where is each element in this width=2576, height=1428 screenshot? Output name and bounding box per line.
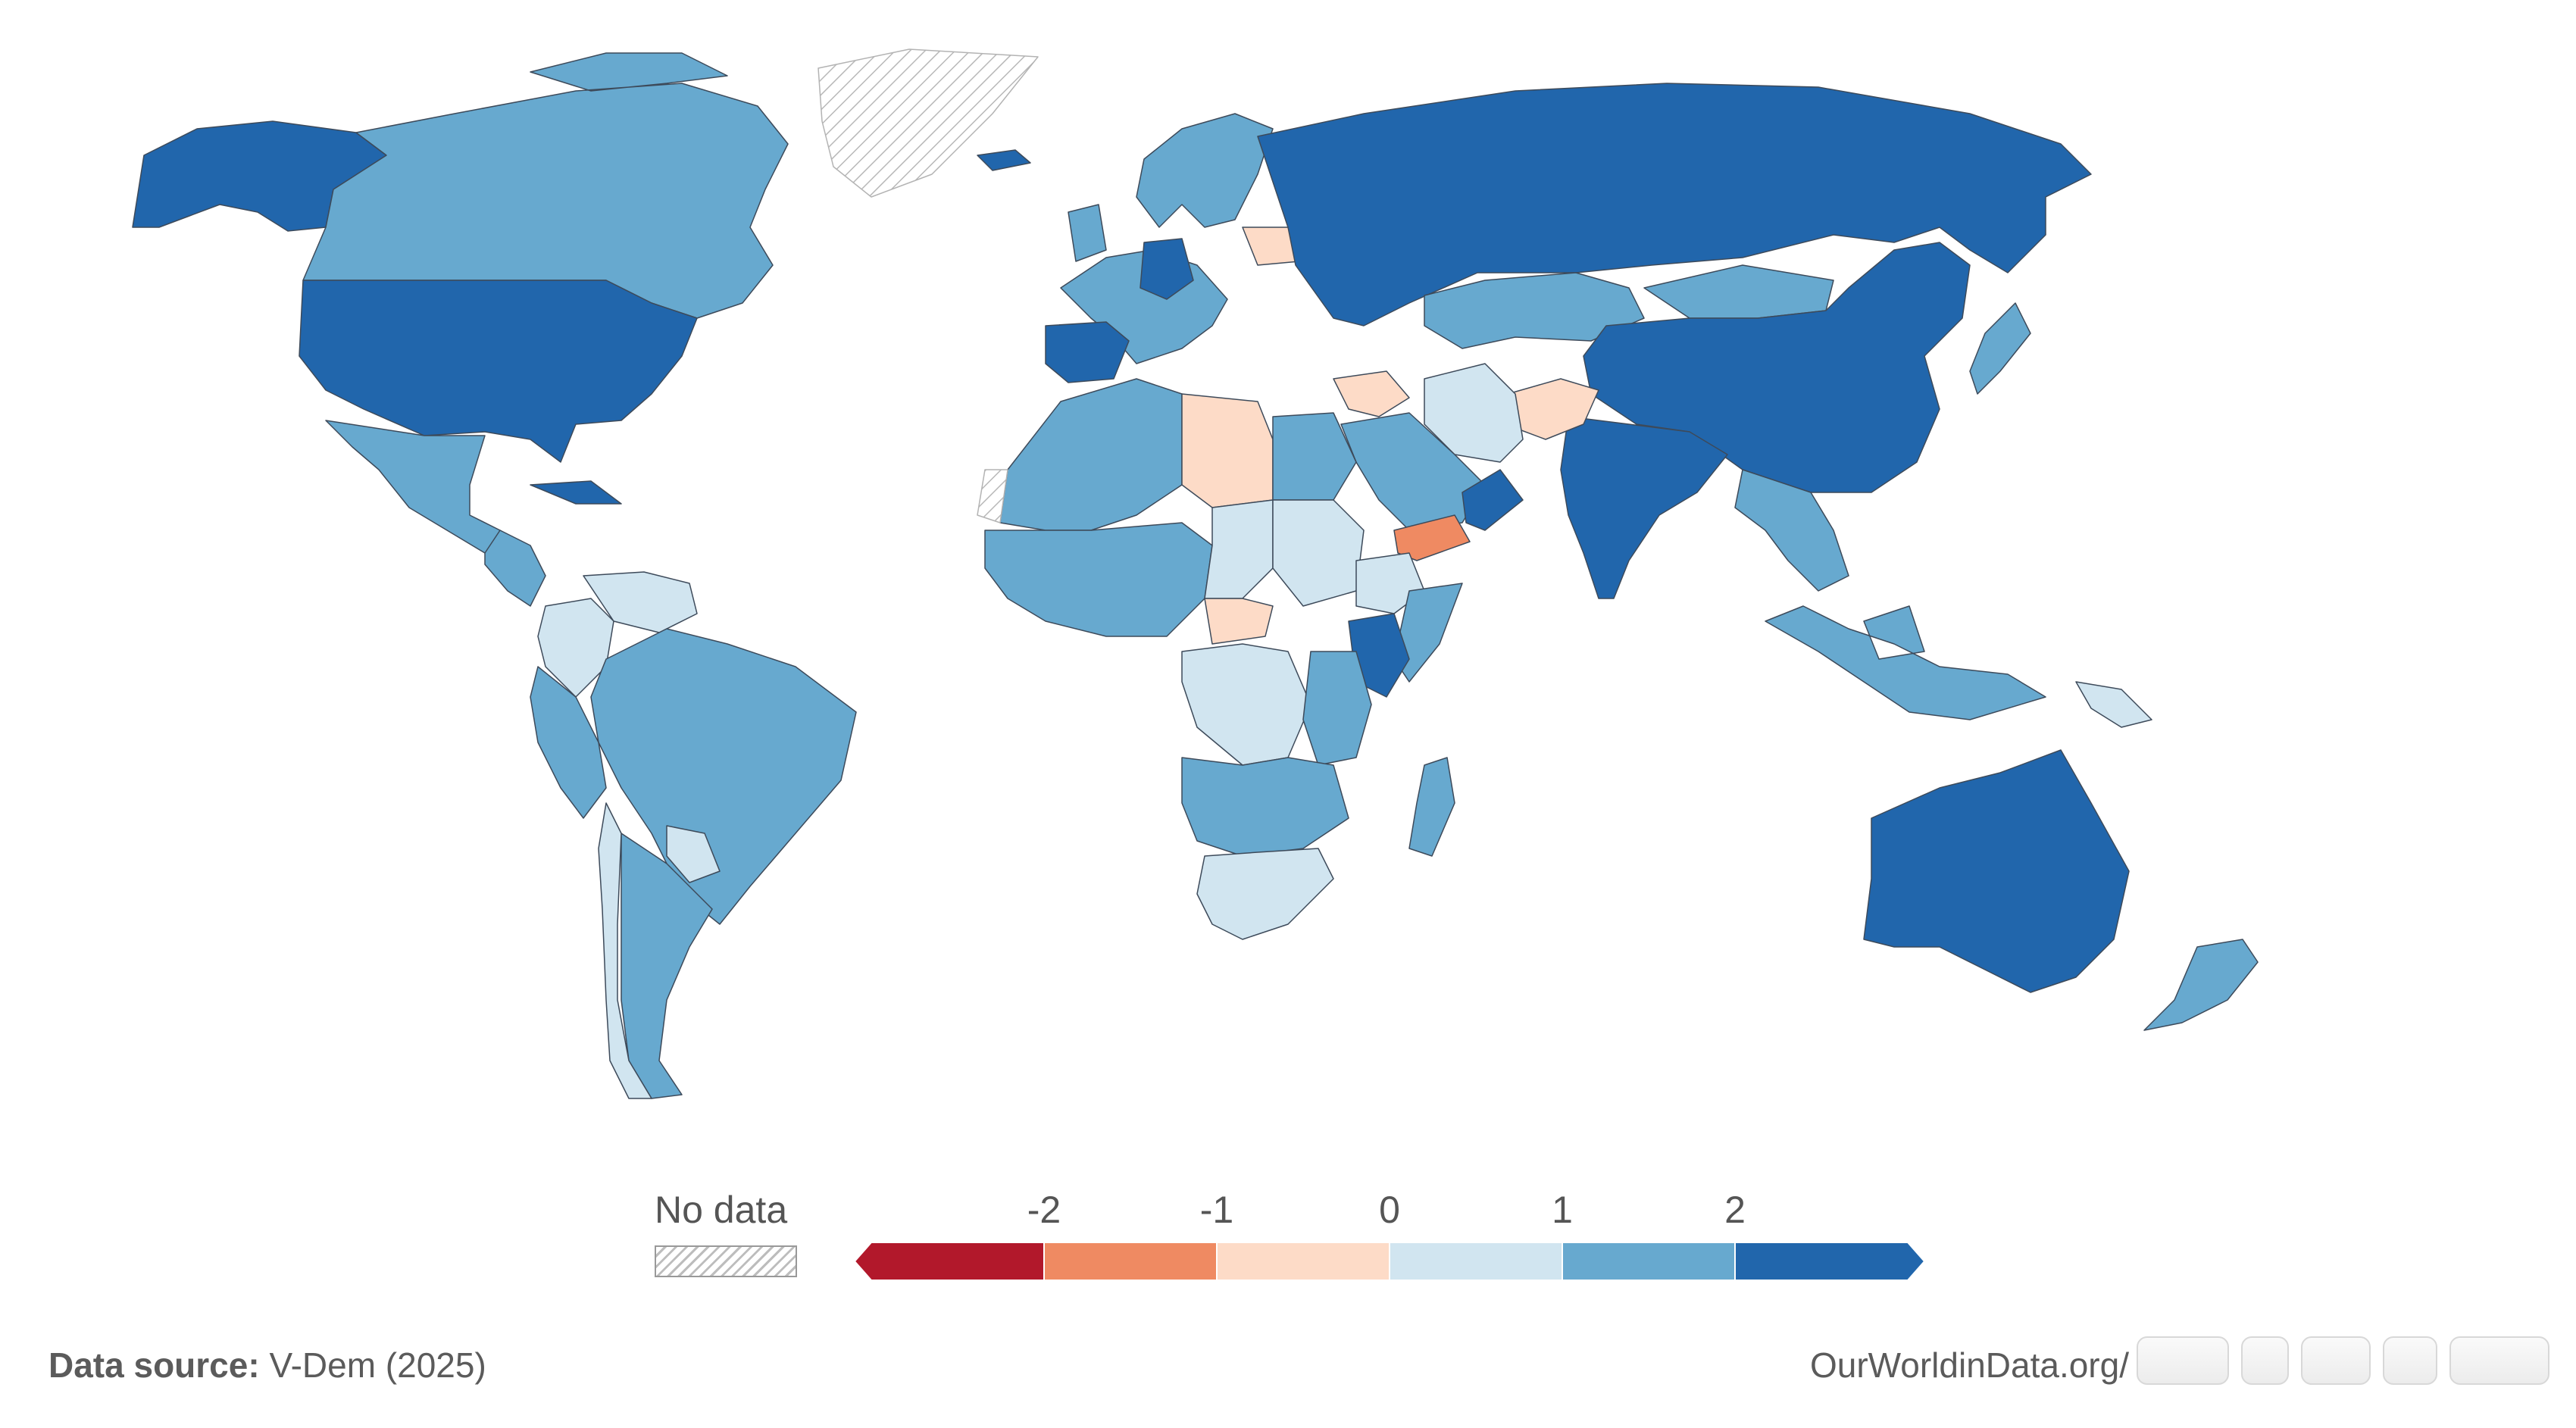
legend-tick-label: -1 bbox=[1199, 1189, 1234, 1231]
country-cuba[interactable]: Cuba bbox=[530, 480, 622, 505]
country-north-america-west[interactable]: North America west bbox=[132, 120, 387, 232]
toolbar-button[interactable] bbox=[2300, 1336, 2371, 1385]
country-new-zealand[interactable]: New Zealand bbox=[2143, 939, 2259, 1031]
country-madagascar[interactable]: Madagascar bbox=[1408, 757, 1455, 857]
country-central-african-republic[interactable]: Central African Republic bbox=[1204, 598, 1274, 645]
country-dr-congo[interactable]: DR Congo bbox=[1181, 643, 1311, 766]
country-paraguay[interactable]: Paraguay bbox=[666, 825, 721, 883]
country-north-africa[interactable]: North Africa bbox=[999, 378, 1183, 531]
country-western-sahara[interactable]: Western Sahara bbox=[977, 469, 1008, 523]
country-papua-new-guinea[interactable]: Papua New Guinea bbox=[2075, 681, 2152, 728]
country-australia[interactable]: Australia bbox=[1863, 749, 2130, 993]
country-china[interactable]: China bbox=[1583, 242, 1971, 493]
toolbar-button[interactable] bbox=[2449, 1336, 2549, 1385]
country-iran[interactable]: Iran bbox=[1424, 363, 1524, 463]
legend-bin-3[interactable] bbox=[1389, 1242, 1563, 1280]
country-russia[interactable]: Russia bbox=[1257, 83, 2092, 327]
country-west-africa[interactable]: West Africa bbox=[984, 522, 1213, 637]
country-south-africa[interactable]: South Africa bbox=[1196, 848, 1334, 940]
legend-tick-label: 0 bbox=[1379, 1189, 1400, 1231]
legend-tick-label: -2 bbox=[1027, 1189, 1061, 1231]
country-united-states[interactable]: United States bbox=[299, 280, 698, 463]
legend-tick-label: 1 bbox=[1552, 1189, 1573, 1231]
data-source-note: Data source: V-Dem (2025) bbox=[48, 1345, 486, 1386]
country-oman[interactable]: Oman bbox=[1462, 469, 1524, 531]
country-sudan[interactable]: Sudan bbox=[1272, 499, 1365, 607]
data-source-value: V-Dem (2025) bbox=[269, 1345, 486, 1385]
country-mongolia[interactable]: Mongolia bbox=[1643, 264, 1834, 319]
country-chile[interactable]: Chile bbox=[598, 802, 652, 1099]
country-egypt[interactable]: Egypt bbox=[1272, 412, 1357, 501]
country-indonesia[interactable]: Indonesia bbox=[1765, 605, 2046, 720]
country-libya[interactable]: Libya bbox=[1181, 393, 1274, 508]
legend-bin-1[interactable] bbox=[1043, 1242, 1218, 1280]
country-southeast-asia[interactable]: Southeast Asia bbox=[1734, 469, 1849, 592]
country-yemen[interactable]: Yemen bbox=[1393, 514, 1471, 561]
country-greenland[interactable]: Greenland bbox=[818, 48, 1039, 198]
country-central-america[interactable]: Central America bbox=[484, 530, 546, 607]
legend-no-data-swatch bbox=[655, 1245, 797, 1277]
country-scandinavia[interactable]: Scandinavia bbox=[1136, 113, 1274, 228]
country-saudi-arabia[interactable]: Saudi Arabia bbox=[1340, 412, 1486, 531]
country-iceland[interactable]: Iceland bbox=[977, 149, 1031, 171]
toolbar-button[interactable] bbox=[2382, 1336, 2438, 1385]
owid-credit-link[interactable]: OurWorldinData.org/ bbox=[1810, 1345, 2129, 1385]
toolbar-button[interactable] bbox=[2137, 1336, 2229, 1385]
country-argentina[interactable]: Argentina bbox=[621, 833, 713, 1099]
legend-bin-5[interactable] bbox=[1734, 1242, 1924, 1280]
color-legend bbox=[855, 1242, 1924, 1280]
country-south-america-west[interactable]: South America west bbox=[530, 666, 607, 819]
country-southern-africa[interactable]: Southern Africa bbox=[1181, 757, 1349, 857]
country-germany[interactable]: Germany bbox=[1140, 238, 1194, 300]
country-east-africa[interactable]: East Africa bbox=[1302, 651, 1372, 766]
country-chad[interactable]: Chad bbox=[1204, 499, 1274, 599]
legend-bin-4[interactable] bbox=[1562, 1242, 1736, 1280]
country-japan[interactable]: Japan bbox=[1969, 302, 2031, 395]
legend-tick-label: 2 bbox=[1724, 1189, 1746, 1231]
legend-no-data-label: No data bbox=[655, 1189, 788, 1231]
data-source-label: Data source: bbox=[48, 1345, 260, 1385]
legend-bin-0[interactable] bbox=[855, 1242, 1045, 1280]
country-canada[interactable]: Canada bbox=[302, 52, 789, 319]
country-syria[interactable]: Syria bbox=[1333, 370, 1410, 417]
legend-bin-2[interactable] bbox=[1216, 1242, 1390, 1280]
world-map: North America westCanadaGreenland United … bbox=[132, 48, 2259, 1099]
chart-toolbar bbox=[2137, 1333, 2549, 1388]
country-spain[interactable]: Spain bbox=[1045, 321, 1130, 383]
country-brazil[interactable]: Brazil bbox=[590, 628, 857, 925]
country-mexico[interactable]: Mexico bbox=[325, 420, 524, 554]
country-india[interactable]: India bbox=[1560, 416, 1728, 599]
country-colombia[interactable]: Colombia bbox=[537, 598, 614, 698]
toolbar-button[interactable] bbox=[2240, 1336, 2289, 1385]
